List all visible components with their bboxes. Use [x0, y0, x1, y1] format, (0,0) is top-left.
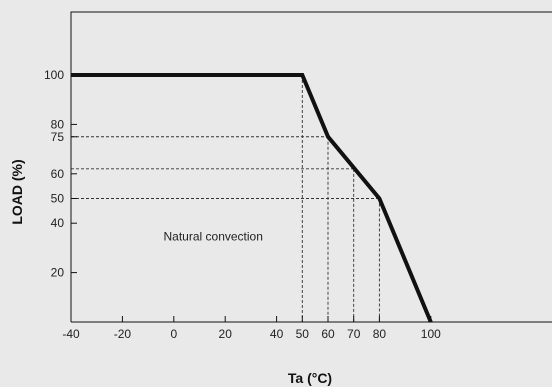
- y-axis-title: LOAD (%): [9, 159, 25, 224]
- x-tick-label: 20: [219, 327, 233, 341]
- x-tick-label: 60: [321, 327, 335, 341]
- x-tick-label: 40: [270, 327, 284, 341]
- series-layer: [71, 75, 431, 322]
- y-tick-label: 60: [51, 167, 65, 181]
- x-axis-title: Ta (°C): [288, 370, 332, 386]
- natural-convection-annotation: Natural convection: [164, 230, 263, 244]
- y-tick-label: 20: [51, 266, 65, 280]
- reference-lines: [71, 75, 379, 322]
- x-tick-label: 80: [373, 327, 387, 341]
- plot-frame: [71, 12, 552, 322]
- x-tick-label: 70: [347, 327, 361, 341]
- x-tick-label: 100: [421, 327, 441, 341]
- x-tick-label: -20: [114, 327, 132, 341]
- y-tick-label: 75: [51, 130, 65, 144]
- derating-curve: [71, 75, 431, 322]
- y-tick-label: 50: [51, 192, 65, 206]
- axes: [71, 12, 552, 322]
- y-tick-label: 80: [51, 117, 65, 131]
- y-tick-label: 100: [44, 68, 64, 82]
- x-tick-label: 50: [296, 327, 310, 341]
- x-tick-label: 0: [170, 327, 177, 341]
- y-tick-label: 40: [51, 216, 65, 230]
- x-tick-label: -40: [62, 327, 80, 341]
